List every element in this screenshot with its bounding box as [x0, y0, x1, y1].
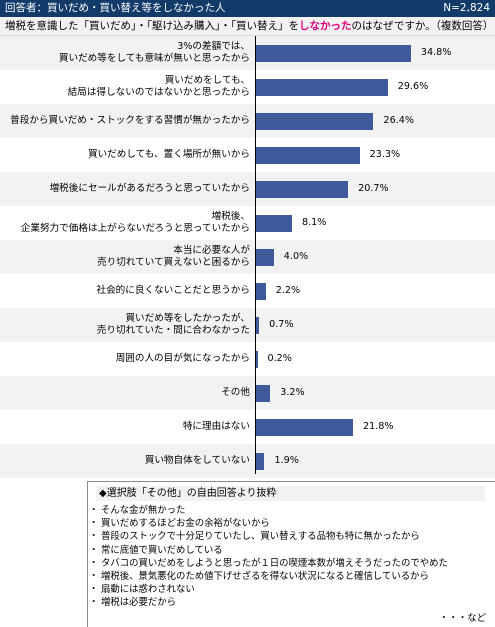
value-label: 23.3%: [369, 149, 401, 160]
respondent-label: 回答者：買いだめ・買い替え等をしなかった人: [5, 2, 226, 14]
category-label-line: 買いだめしても、置く場所が無いから: [87, 149, 250, 160]
value-label: 4.0%: [283, 251, 309, 262]
category-label-line: 買いだめ等をしたかったが、: [125, 313, 250, 324]
value-label: 3.2%: [280, 387, 305, 398]
category-label-line: 買い物自体をしていない: [144, 455, 250, 466]
category-label: 周囲の人の目が気になったから: [116, 342, 250, 376]
bar: [256, 147, 360, 164]
category-label: 普段から買いだめ・ストックをする習慣が無かったから: [10, 104, 250, 138]
category-label-line: 企業努力で価格は上がらないだろうと思っていたから: [20, 223, 250, 234]
category-label: 増税後にセールがあるだろうと思っていたから: [50, 172, 250, 206]
category-label: 買いだめ等をしたかったが、 売り切れていた・間に合わなかった: [97, 308, 250, 342]
category-label: 3%の差額では、 買いだめ等をしても意味が無いと思ったから: [59, 36, 250, 70]
free-answer-title: ◆選択肢「その他」の自由回答より抜粋: [99, 488, 277, 499]
bar: [256, 453, 265, 470]
category-label: 特に理由はない: [183, 410, 250, 444]
free-answer-item: 増税は必要だから: [88, 596, 495, 609]
free-answer-box: ◆選択肢「その他」の自由回答より抜粋 そんな金が無かった買いだめするほどお金の余…: [87, 481, 495, 627]
free-answer-item: 常に底値で買いだめしている: [88, 544, 495, 557]
chart-row: 社会的に良くないことだと思うから 2.2%: [0, 274, 495, 308]
question-text-pre: 増税を意識した「買いだめ」・「駆け込み購入」・「買い替え」を: [5, 20, 299, 32]
value-label: 34.8%: [420, 47, 452, 58]
question-text-emphasis: しなかった: [299, 20, 352, 32]
value-label: 0.7%: [269, 319, 294, 330]
free-answer-etc: ・・・など: [439, 613, 486, 624]
chart-row: 本当に必要な人が 売り切れていて買えないと困るから 4.0%: [0, 240, 495, 274]
free-answer-title-box: ◆選択肢「その他」の自由回答より抜粋: [96, 486, 485, 501]
chart-row: 3%の差額では、 買いだめ等をしても意味が無いと思ったから 34.8%: [0, 36, 495, 70]
question-text-post: のはなぜですか。（複数回答）: [351, 20, 494, 32]
free-answer-item: 増税後、景気悪化のため値下げせざるを得ない状況になると確信しているから: [88, 570, 495, 583]
value-label: 26.4%: [383, 115, 414, 126]
category-label-line: 買いだめをしても、: [164, 75, 250, 86]
category-label: 買いだめをしても、 結局は得しないのではないかと思ったから: [68, 70, 250, 104]
category-label: 本当に必要な人が 売り切れていて買えないと困るから: [97, 240, 250, 274]
category-label-line: 結局は得しないのではないかと思ったから: [67, 87, 250, 98]
category-label: 増税後、 企業努力で価格は上がらないだろうと思っていたから: [21, 206, 250, 240]
bar: [256, 283, 266, 300]
value-label: 1.9%: [274, 455, 299, 466]
category-label-line: 売り切れていて買えないと困るから: [97, 257, 250, 268]
free-answer-item: 普段のストックで十分足りていたし、買い替えする品物も特に無かったから: [88, 530, 495, 543]
category-label-line: 周囲の人の目が気になったから: [115, 353, 250, 364]
category-label-line: 増税後、: [211, 211, 250, 222]
category-label: 買い物自体をしていない: [145, 444, 250, 478]
bar: [256, 45, 411, 62]
bar: [256, 79, 388, 96]
category-label-line: 普段から買いだめ・ストックをする習慣が無かったから: [10, 115, 250, 126]
category-label-line: 本当に必要な人が: [173, 245, 250, 256]
bar: [256, 215, 293, 232]
chart-row: 増税後、 企業努力で価格は上がらないだろうと思っていたから 8.1%: [0, 206, 495, 240]
bar-chart: 3%の差額では、 買いだめ等をしても意味が無いと思ったから 34.8% 買いだめをして…: [0, 36, 495, 478]
bar: [256, 249, 274, 266]
chart-row: 増税後にセールがあるだろうと思っていたから 20.7%: [0, 172, 495, 206]
value-label: 2.2%: [275, 285, 301, 296]
bar: [256, 385, 271, 402]
category-label-line: その他: [221, 387, 250, 398]
value-label: 8.1%: [302, 217, 327, 228]
category-label-line: 社会的に良くないことだと思うから: [96, 285, 251, 296]
chart-row: その他 3.2%: [0, 376, 495, 410]
category-label-line: 特に理由はない: [182, 421, 250, 432]
category-label: 社会的に良くないことだと思うから: [97, 274, 251, 308]
category-label: 買いだめしても、置く場所が無いから: [88, 138, 250, 172]
sample-size: N=2,824: [443, 2, 490, 14]
free-answer-list: そんな金が無かった買いだめするほどお金の余裕がないから普段のストックで十分足りて…: [88, 504, 495, 610]
respondent-header: 回答者：買いだめ・買い替え等をしなかった人 N=2,824: [0, 0, 495, 17]
category-label-line: 買いだめ等をしても意味が無いと思ったから: [58, 53, 250, 64]
chart-row: 周囲の人の目が気になったから 0.2%: [0, 342, 495, 376]
chart-row: 買いだめ等をしたかったが、 売り切れていた・間に合わなかった 0.7%: [0, 308, 495, 342]
category-label-line: 3%の差額では、: [177, 41, 250, 52]
category-label-line: 増税後にセールがあるだろうと思っていたから: [49, 183, 250, 194]
bar: [256, 181, 349, 198]
value-label: 20.7%: [358, 183, 389, 194]
value-label: 0.2%: [267, 353, 292, 364]
question-title: 増税を意識した「買いだめ」・「駆け込み購入」・「買い替え」をしなかったのはなぜで…: [0, 17, 495, 36]
chart-row: 買いだめしても、置く場所が無いから 23.3%: [0, 138, 495, 172]
value-label: 29.6%: [397, 81, 429, 92]
free-answer-item: 買いだめするほどお金の余裕がないから: [88, 517, 495, 530]
bar: [256, 419, 353, 436]
value-label: 21.8%: [363, 421, 394, 432]
bar: [256, 317, 260, 334]
free-answer-item: そんな金が無かった: [88, 504, 495, 517]
chart-axis-line: [255, 36, 256, 474]
chart-row: 買い物自体をしていない 1.9%: [0, 444, 495, 478]
category-label-line: 売り切れていた・間に合わなかった: [96, 325, 250, 336]
category-label: その他: [221, 376, 250, 410]
chart-row: 買いだめをしても、 結局は得しないのではないかと思ったから 29.6%: [0, 70, 495, 104]
bar: [256, 113, 374, 130]
chart-row: 普段から買いだめ・ストックをする習慣が無かったから 26.4%: [0, 104, 495, 138]
free-answer-item: 扇動には惑わされない: [88, 583, 495, 596]
bar: [256, 351, 258, 368]
free-answer-item: タバコの買いだめをしようと思ったが１日の喫煙本数が増えそうだったのでやめた: [88, 557, 495, 570]
chart-row: 特に理由はない 21.8%: [0, 410, 495, 444]
